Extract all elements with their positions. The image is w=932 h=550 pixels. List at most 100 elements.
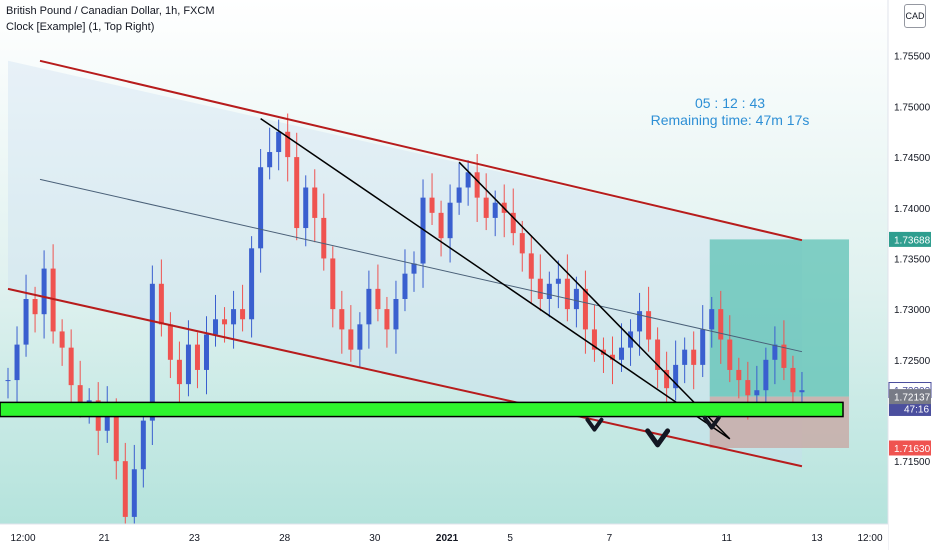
candle-body bbox=[348, 329, 354, 350]
candle-body bbox=[727, 339, 733, 370]
y-tick-label: 1.73500 bbox=[894, 254, 931, 265]
candle-body bbox=[122, 461, 128, 517]
candle-body bbox=[131, 469, 137, 517]
candle-body bbox=[294, 157, 300, 229]
price-label-take-profit: 1.73688 bbox=[894, 235, 931, 246]
candle-body bbox=[5, 380, 11, 382]
price-label-box bbox=[889, 231, 931, 247]
y-tick-label: 1.75000 bbox=[894, 102, 931, 113]
candle-body bbox=[176, 359, 182, 385]
trendline-2 bbox=[458, 161, 731, 440]
candle-body bbox=[655, 339, 661, 370]
x-tick-label: 7 bbox=[607, 533, 613, 544]
candle-body bbox=[637, 311, 643, 332]
candle-body bbox=[492, 202, 498, 218]
price-label-countdown: 47:16 bbox=[904, 404, 929, 415]
candle-body bbox=[23, 298, 29, 345]
candle-body bbox=[375, 288, 381, 310]
price-label-stop-loss: 1.71630 bbox=[894, 444, 931, 455]
candle-body bbox=[50, 268, 56, 332]
candle-body bbox=[420, 197, 426, 264]
time-axis: 12:00 21 23 28 30 2021 5 7 11 13 12:00 bbox=[0, 523, 888, 550]
profit-zone bbox=[709, 239, 850, 397]
candle-body bbox=[573, 288, 579, 310]
check-marker bbox=[585, 417, 604, 432]
candle-body bbox=[519, 233, 525, 254]
y-tick-label: 1.75500 bbox=[894, 52, 931, 63]
candle-body bbox=[465, 172, 471, 188]
candle-body bbox=[185, 344, 191, 385]
clock-remaining: Remaining time: 47m 17s bbox=[650, 112, 810, 128]
price-axis: 1.75500 1.75000 1.74500 1.74000 1.73500 1.730… bbox=[887, 0, 932, 550]
candle-body bbox=[14, 344, 20, 381]
candle-body bbox=[736, 369, 742, 381]
candle-body bbox=[411, 263, 417, 274]
candle-body bbox=[203, 334, 209, 370]
x-tick-label: 11 bbox=[722, 533, 733, 544]
x-tick-label: 12:00 bbox=[10, 533, 35, 544]
trendline-1 bbox=[260, 117, 731, 440]
x-tick-label: 23 bbox=[189, 533, 201, 544]
channel-mid-line bbox=[39, 178, 803, 353]
x-tick-label: 5 bbox=[507, 533, 513, 544]
indicator-label: Clock [Example] (1, Top Right) bbox=[6, 21, 155, 33]
candle-body bbox=[59, 331, 65, 348]
clock-time: 05 : 12 : 43 bbox=[694, 95, 766, 111]
candle-body bbox=[276, 131, 282, 153]
x-tick-label: 28 bbox=[279, 533, 291, 544]
candle-body bbox=[194, 344, 200, 370]
channel-lower-line bbox=[7, 287, 803, 468]
x-tick-label: 30 bbox=[369, 533, 381, 544]
candle-body bbox=[321, 217, 327, 259]
candle-body bbox=[564, 278, 570, 310]
candle-body bbox=[249, 248, 255, 320]
candle-body bbox=[438, 212, 444, 239]
candle-body bbox=[447, 202, 453, 239]
symbol-title: British Pound / Canadian Dollar, 1h, FXC… bbox=[6, 5, 215, 17]
candle-body bbox=[628, 331, 634, 348]
candle-body bbox=[140, 420, 146, 470]
candle-body bbox=[546, 283, 552, 299]
candle-body bbox=[709, 309, 715, 330]
x-tick-label: 12:00 bbox=[857, 533, 882, 544]
y-tick-label: 1.71500 bbox=[894, 457, 931, 468]
candle-body bbox=[609, 354, 615, 360]
candle-body bbox=[763, 359, 769, 391]
support-zone bbox=[0, 401, 844, 418]
currency-button[interactable]: CAD bbox=[904, 4, 926, 28]
candle-body bbox=[429, 197, 435, 213]
candle-body bbox=[158, 283, 164, 325]
candle-body bbox=[384, 309, 390, 330]
candle-body bbox=[113, 410, 119, 462]
candle-body bbox=[537, 278, 543, 299]
candle-body bbox=[700, 329, 706, 365]
price-label-box bbox=[889, 389, 931, 405]
candles bbox=[5, 113, 805, 542]
candle-body bbox=[664, 369, 670, 389]
y-tick-label: 1.74000 bbox=[894, 204, 931, 215]
candle-body bbox=[718, 309, 724, 340]
y-tick-label: 1.73000 bbox=[894, 305, 931, 316]
candle-body bbox=[781, 344, 787, 368]
candle-body bbox=[528, 253, 534, 279]
check-marker bbox=[645, 428, 671, 448]
candle-body bbox=[456, 187, 462, 203]
candle-body bbox=[231, 309, 237, 325]
candle-body bbox=[285, 131, 291, 158]
candle-body bbox=[258, 167, 264, 249]
candle-body bbox=[41, 268, 47, 315]
channel-upper-line bbox=[39, 59, 803, 242]
candle-body bbox=[213, 319, 219, 335]
candle-body bbox=[77, 385, 83, 406]
price-label-entry: 1.72137 bbox=[894, 393, 931, 404]
candle-body bbox=[799, 390, 805, 393]
candle-body bbox=[646, 311, 652, 340]
candle-body bbox=[366, 288, 372, 325]
candle-body bbox=[790, 367, 796, 393]
candle-body bbox=[591, 329, 597, 350]
candle-body bbox=[330, 258, 336, 310]
candle-body bbox=[582, 288, 588, 330]
candle-body bbox=[357, 324, 363, 350]
price-label-box bbox=[889, 440, 931, 456]
